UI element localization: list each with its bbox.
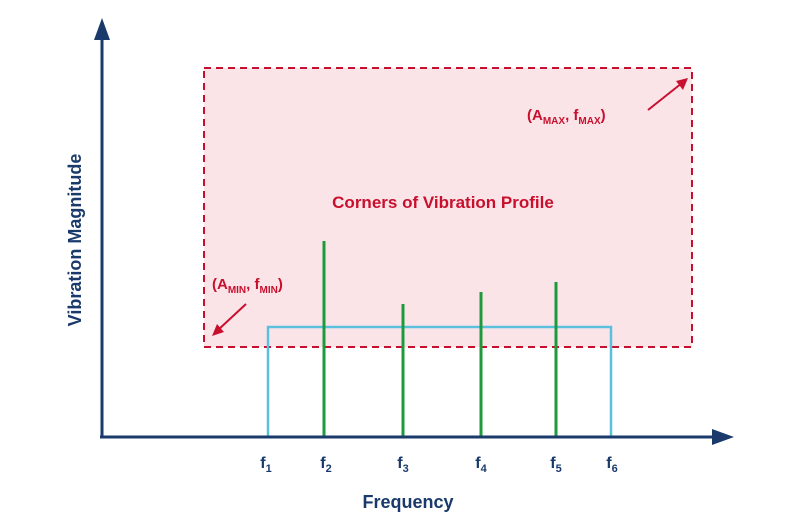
x-axis-arrow-icon (712, 429, 734, 445)
tick-label-f1: f1 (260, 455, 271, 475)
corner-min-arrow (212, 303, 247, 336)
corner-max-arrow (647, 78, 688, 111)
x-axis (100, 429, 734, 445)
corner-min-label: (AMIN, fMIN) (212, 276, 283, 296)
tick-label-f4: f4 (475, 455, 487, 475)
tick-label-f2: f2 (320, 455, 331, 475)
frequency-band (266, 325, 613, 437)
vibration-profile-box (203, 67, 693, 348)
tick-label-f5: f5 (550, 455, 561, 475)
y-axis-arrow-icon (94, 18, 110, 40)
corner-max-label: (AMAX, fMAX) (527, 107, 606, 127)
vibration-profile-label: Corners of Vibration Profile (332, 193, 554, 212)
tick-label-f6: f6 (606, 455, 617, 475)
x-axis-title: Frequency (362, 492, 453, 512)
y-axis (94, 18, 110, 437)
y-axis-title: Vibration Magnitude (65, 154, 85, 327)
tick-label-f3: f3 (397, 455, 408, 475)
